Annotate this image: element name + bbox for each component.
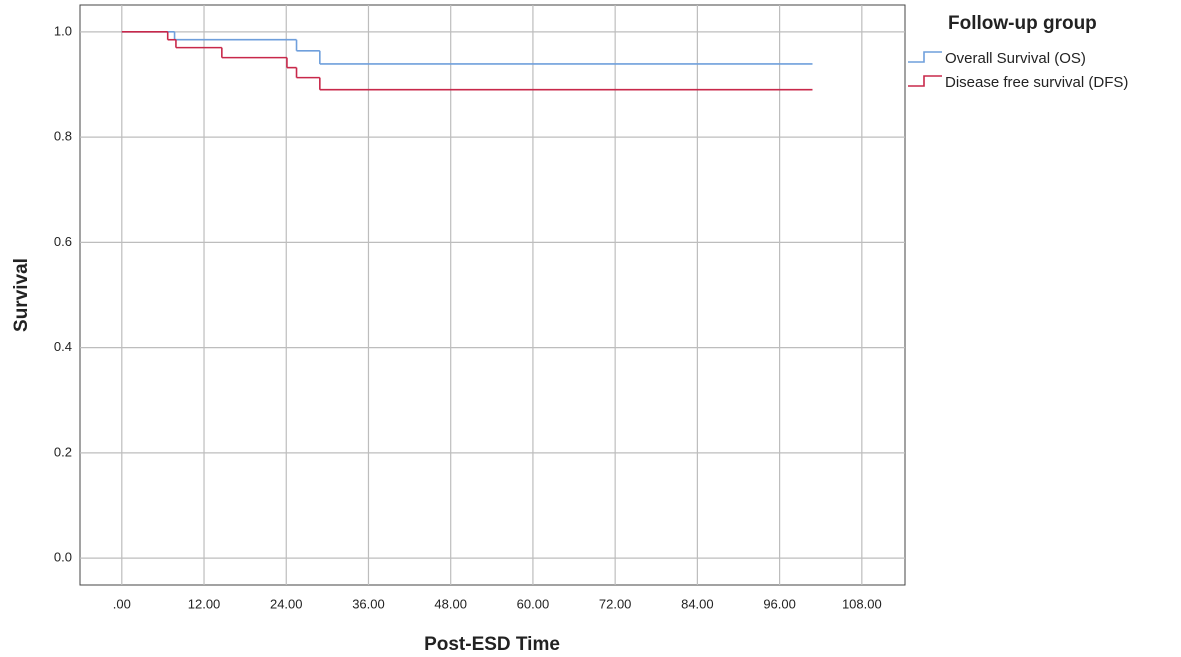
plot-frame (79, 4, 906, 586)
y-tick-label: 0.4 (54, 339, 72, 354)
x-tick-label: 72.00 (599, 596, 632, 611)
x-axis-title: Post-ESD Time (424, 634, 560, 655)
y-tick-label: 0.2 (54, 444, 72, 459)
legend-label: Disease free survival (DFS) (945, 74, 1128, 91)
y-axis-title: Survival (11, 258, 32, 332)
x-tick-label: 96.00 (763, 596, 796, 611)
y-tick-label: 1.0 (54, 23, 72, 38)
x-tick-label: 48.00 (434, 596, 467, 611)
legend-title: Follow-up group (948, 13, 1097, 34)
legend-label: Overall Survival (OS) (945, 50, 1086, 67)
y-tick-label: 0.8 (54, 129, 72, 144)
y-tick-label: 0.0 (54, 550, 72, 565)
x-tick-label: 84.00 (681, 596, 714, 611)
y-tick-label: 0.6 (54, 234, 72, 249)
x-tick-label: .00 (113, 596, 131, 611)
x-tick-label: 24.00 (270, 596, 303, 611)
x-tick-label: 36.00 (352, 596, 385, 611)
legend-swatch (908, 51, 942, 63)
legend-swatch (908, 75, 942, 87)
x-tick-label: 60.00 (517, 596, 550, 611)
x-tick-label: 108.00 (842, 596, 882, 611)
x-tick-label: 12.00 (188, 596, 221, 611)
